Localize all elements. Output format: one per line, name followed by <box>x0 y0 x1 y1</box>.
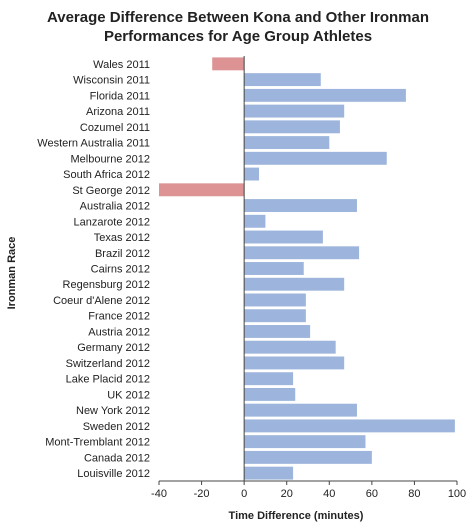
bar <box>244 387 296 401</box>
bar <box>244 372 294 386</box>
category-label: Lake Placid 2012 <box>66 374 150 386</box>
bar <box>244 435 366 449</box>
category-label: Mont-Tremblant 2012 <box>45 437 150 449</box>
bar <box>244 120 340 134</box>
category-label: Canada 2012 <box>84 452 150 464</box>
bar <box>244 214 266 228</box>
axes <box>159 56 457 482</box>
bar <box>244 199 357 212</box>
bar <box>212 57 245 71</box>
category-label: Lanzarote 2012 <box>74 216 150 228</box>
category-label: Texas 2012 <box>94 232 150 244</box>
category-label: Switzerland 2012 <box>66 358 150 370</box>
bars <box>159 57 455 480</box>
bar <box>244 325 311 338</box>
bar <box>244 167 260 181</box>
chart-title-line-1: Average Difference Between Kona and Othe… <box>47 9 429 26</box>
bar <box>244 246 360 260</box>
category-label: Germany 2012 <box>77 342 150 354</box>
category-label: Coeur d'Alene 2012 <box>53 295 150 307</box>
x-tick-label: 80 <box>408 488 420 500</box>
category-label: Brazil 2012 <box>95 248 150 260</box>
x-tick-label: 60 <box>366 488 378 500</box>
category-label: Cozumel 2011 <box>80 122 150 134</box>
category-label: Austria 2012 <box>88 326 150 338</box>
category-label: Florida 2011 <box>90 90 150 102</box>
x-tick-label: -20 <box>194 488 210 500</box>
category-label: France 2012 <box>88 311 150 323</box>
chart-title-line-2: Performances for Age Group Athletes <box>104 28 372 45</box>
y-axis-title: Ironman Race <box>6 237 18 310</box>
bar <box>244 73 321 87</box>
category-label: Louisville 2012 <box>77 468 150 480</box>
category-label: South Africa 2012 <box>63 169 150 181</box>
bar <box>244 136 330 150</box>
bar <box>159 183 245 197</box>
category-label: Australia 2012 <box>80 201 150 213</box>
category-label: Western Australia 2011 <box>37 138 150 150</box>
category-label: UK 2012 <box>107 389 150 401</box>
x-tick-label: 40 <box>323 488 335 500</box>
category-label: Sweden 2012 <box>83 421 150 433</box>
x-tick-labels: -40 -20 0 20 40 60 80 100 <box>151 481 466 500</box>
bar <box>244 309 306 323</box>
bar <box>244 356 345 370</box>
bar <box>244 419 455 433</box>
category-label: Wisconsin 2011 <box>73 75 150 87</box>
category-label: Arizona 2011 <box>86 106 150 118</box>
bar <box>244 403 357 417</box>
category-label: Regensburg 2012 <box>63 279 150 291</box>
category-label: Wales 2011 <box>93 59 150 71</box>
bar <box>244 88 406 102</box>
bar <box>244 340 336 354</box>
x-tick-label: -40 <box>151 488 167 500</box>
bar <box>244 230 323 244</box>
category-label: New York 2012 <box>76 405 150 417</box>
bar <box>244 466 294 480</box>
bar <box>244 262 304 275</box>
bar <box>244 104 345 118</box>
category-label: Melbourne 2012 <box>70 153 150 165</box>
x-tick-label: 20 <box>281 488 293 500</box>
bar <box>244 450 372 464</box>
category-labels: Wales 2011 Wisconsin 2011 Florida 2011 Ariz… <box>37 59 150 480</box>
bar <box>244 277 345 291</box>
category-label: St George 2012 <box>72 185 150 197</box>
x-tick-label: 0 <box>241 488 247 500</box>
x-tick-label: 100 <box>448 488 466 500</box>
bar <box>244 293 306 307</box>
category-label: Cairns 2012 <box>91 264 150 276</box>
x-axis-title: Time Difference (minutes) <box>229 510 364 522</box>
bar <box>244 151 387 165</box>
